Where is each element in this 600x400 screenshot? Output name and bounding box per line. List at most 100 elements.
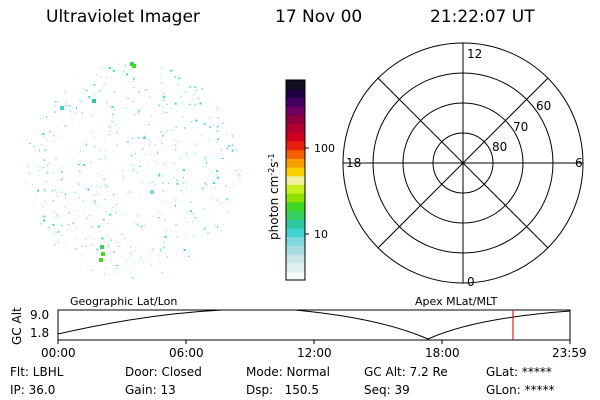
image-speckle (94, 194, 96, 196)
image-speckle (204, 183, 207, 185)
image-speckle (231, 133, 233, 136)
image-speckle (203, 208, 205, 210)
image-speckle (43, 188, 46, 191)
image-speckle (79, 150, 81, 152)
image-speckle (130, 246, 132, 249)
image-speckle (56, 163, 58, 165)
image-speckle (132, 168, 135, 170)
image-speckle (178, 172, 180, 175)
image-speckle (140, 170, 142, 172)
image-speckle (116, 245, 118, 247)
image-speckle (172, 223, 174, 225)
image-speckle (171, 130, 174, 131)
image-speckle (131, 252, 133, 254)
image-speckle (96, 248, 99, 251)
image-speckle (204, 156, 207, 159)
image-speckle (129, 257, 131, 259)
image-speckle (134, 250, 137, 252)
image-speckle (108, 133, 111, 136)
image-speckle (165, 149, 167, 151)
image-speckle (96, 73, 98, 75)
image-speckle (70, 117, 73, 119)
color-bar-segment (286, 184, 305, 194)
image-speckle (99, 68, 102, 70)
color-bar-segment (286, 123, 305, 133)
image-speckle (149, 138, 151, 141)
image-speckle (176, 182, 179, 185)
image-speckle (135, 168, 137, 170)
image-speckle (225, 184, 228, 187)
image-speckle (60, 224, 62, 226)
image-speckle (204, 216, 206, 218)
image-speckle (161, 272, 164, 274)
image-speckle (62, 166, 63, 169)
image-speckle (217, 226, 219, 228)
image-speckle (238, 173, 241, 176)
image-speckle (162, 106, 164, 109)
image-speckle (67, 104, 70, 107)
image-speckle (48, 130, 51, 133)
image-speckle (131, 166, 133, 168)
image-speckle (166, 256, 169, 258)
image-speckle (211, 171, 213, 173)
image-speckle (93, 136, 96, 138)
image-speckle (98, 231, 101, 233)
image-speckle (126, 73, 129, 76)
image-speckle (150, 264, 153, 266)
image-speckle (129, 271, 132, 274)
image-speckle (75, 247, 78, 250)
image-speckle (100, 185, 102, 188)
image-speckle (147, 162, 149, 164)
image-speckle (197, 97, 200, 100)
image-speckle (93, 202, 96, 204)
image-bright-spot (60, 106, 64, 110)
image-speckle (129, 254, 132, 257)
image-speckle (60, 178, 63, 181)
image-speckle (182, 168, 185, 171)
image-speckle (144, 153, 147, 156)
image-speckle (116, 204, 117, 206)
image-speckle (161, 134, 164, 137)
image-speckle (80, 176, 82, 178)
image-speckle (115, 211, 118, 214)
image-speckle (177, 77, 180, 80)
image-speckle (93, 145, 96, 148)
image-speckle (123, 237, 126, 239)
image-speckle (76, 152, 78, 154)
image-speckle (74, 191, 76, 193)
image-speckle (109, 126, 112, 129)
image-speckle (90, 217, 92, 220)
image-speckle (132, 80, 135, 82)
image-speckle (111, 106, 114, 108)
image-speckle (96, 79, 98, 81)
image-speckle (46, 171, 49, 174)
image-speckle (220, 201, 223, 204)
image-speckle (139, 225, 142, 227)
image-speckle (160, 67, 162, 68)
mlt-label-0: 0 (467, 275, 475, 289)
image-speckle (163, 246, 165, 249)
image-speckle (193, 235, 195, 237)
image-speckle (148, 143, 150, 146)
image-speckle (69, 109, 71, 111)
image-speckle (111, 121, 114, 123)
image-speckle (146, 257, 149, 259)
image-speckle (47, 227, 50, 229)
time-tick-1800: 18:00 (425, 346, 460, 360)
image-speckle (213, 182, 216, 184)
image-speckle (182, 247, 184, 250)
image-speckle (192, 212, 195, 215)
image-speckle (217, 138, 220, 141)
image-speckle (206, 162, 208, 165)
image-speckle (42, 167, 45, 169)
timeline-ticks (57, 340, 571, 344)
image-speckle (97, 205, 100, 207)
image-speckle (106, 155, 108, 157)
image-speckle (53, 211, 56, 213)
image-speckle (124, 252, 126, 255)
image-speckle (104, 274, 106, 276)
image-speckle (66, 150, 69, 152)
image-speckle (161, 105, 163, 107)
color-bar-segment (286, 114, 305, 125)
image-speckle (64, 107, 66, 110)
